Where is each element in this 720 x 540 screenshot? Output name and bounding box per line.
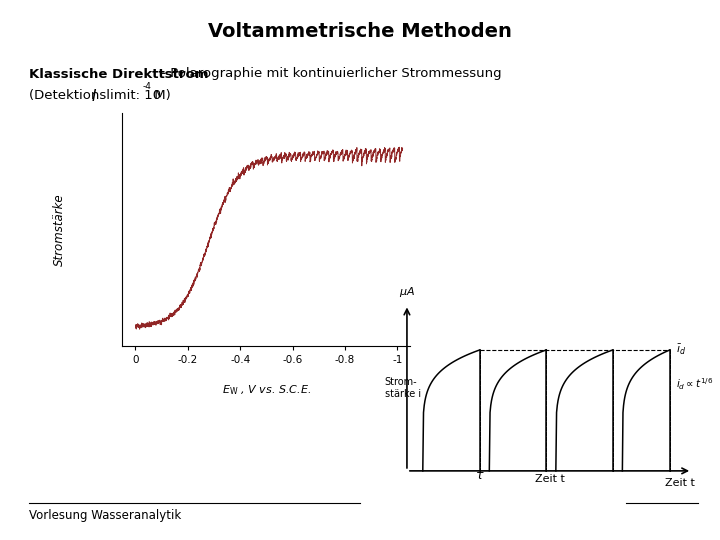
Text: -4: -4 [143,82,151,91]
Text: $I$: $I$ [91,88,96,104]
Text: Vorlesung Wasseranalytik: Vorlesung Wasseranalytik [29,509,181,522]
Text: - Polarographie mit kontinuierlicher Strommessung: - Polarographie mit kontinuierlicher Str… [157,68,502,80]
Text: $\bar{\imath}_d$: $\bar{\imath}_d$ [676,343,686,357]
Text: Voltammetrische Methoden: Voltammetrische Methoden [208,22,512,40]
Text: $i_d \propto t^{1/6}$: $i_d \propto t^{1/6}$ [676,376,714,392]
Text: Zeit t: Zeit t [665,478,696,489]
Text: Zeit t: Zeit t [534,474,564,484]
Text: $E_{\rm W}$ , V vs. S.C.E.: $E_{\rm W}$ , V vs. S.C.E. [222,383,311,396]
Text: $\mu A$: $\mu A$ [399,285,415,299]
Text: Klassische Direkttstrom: Klassische Direkttstrom [29,68,208,80]
Text: Strom-
stärke i: Strom- stärke i [384,376,421,399]
Text: M): M) [150,89,171,102]
Text: (Detektionslimit: 10: (Detektionslimit: 10 [29,89,161,102]
Text: $\tau$: $\tau$ [475,469,485,482]
Text: Stromstärke: Stromstärke [53,193,66,266]
